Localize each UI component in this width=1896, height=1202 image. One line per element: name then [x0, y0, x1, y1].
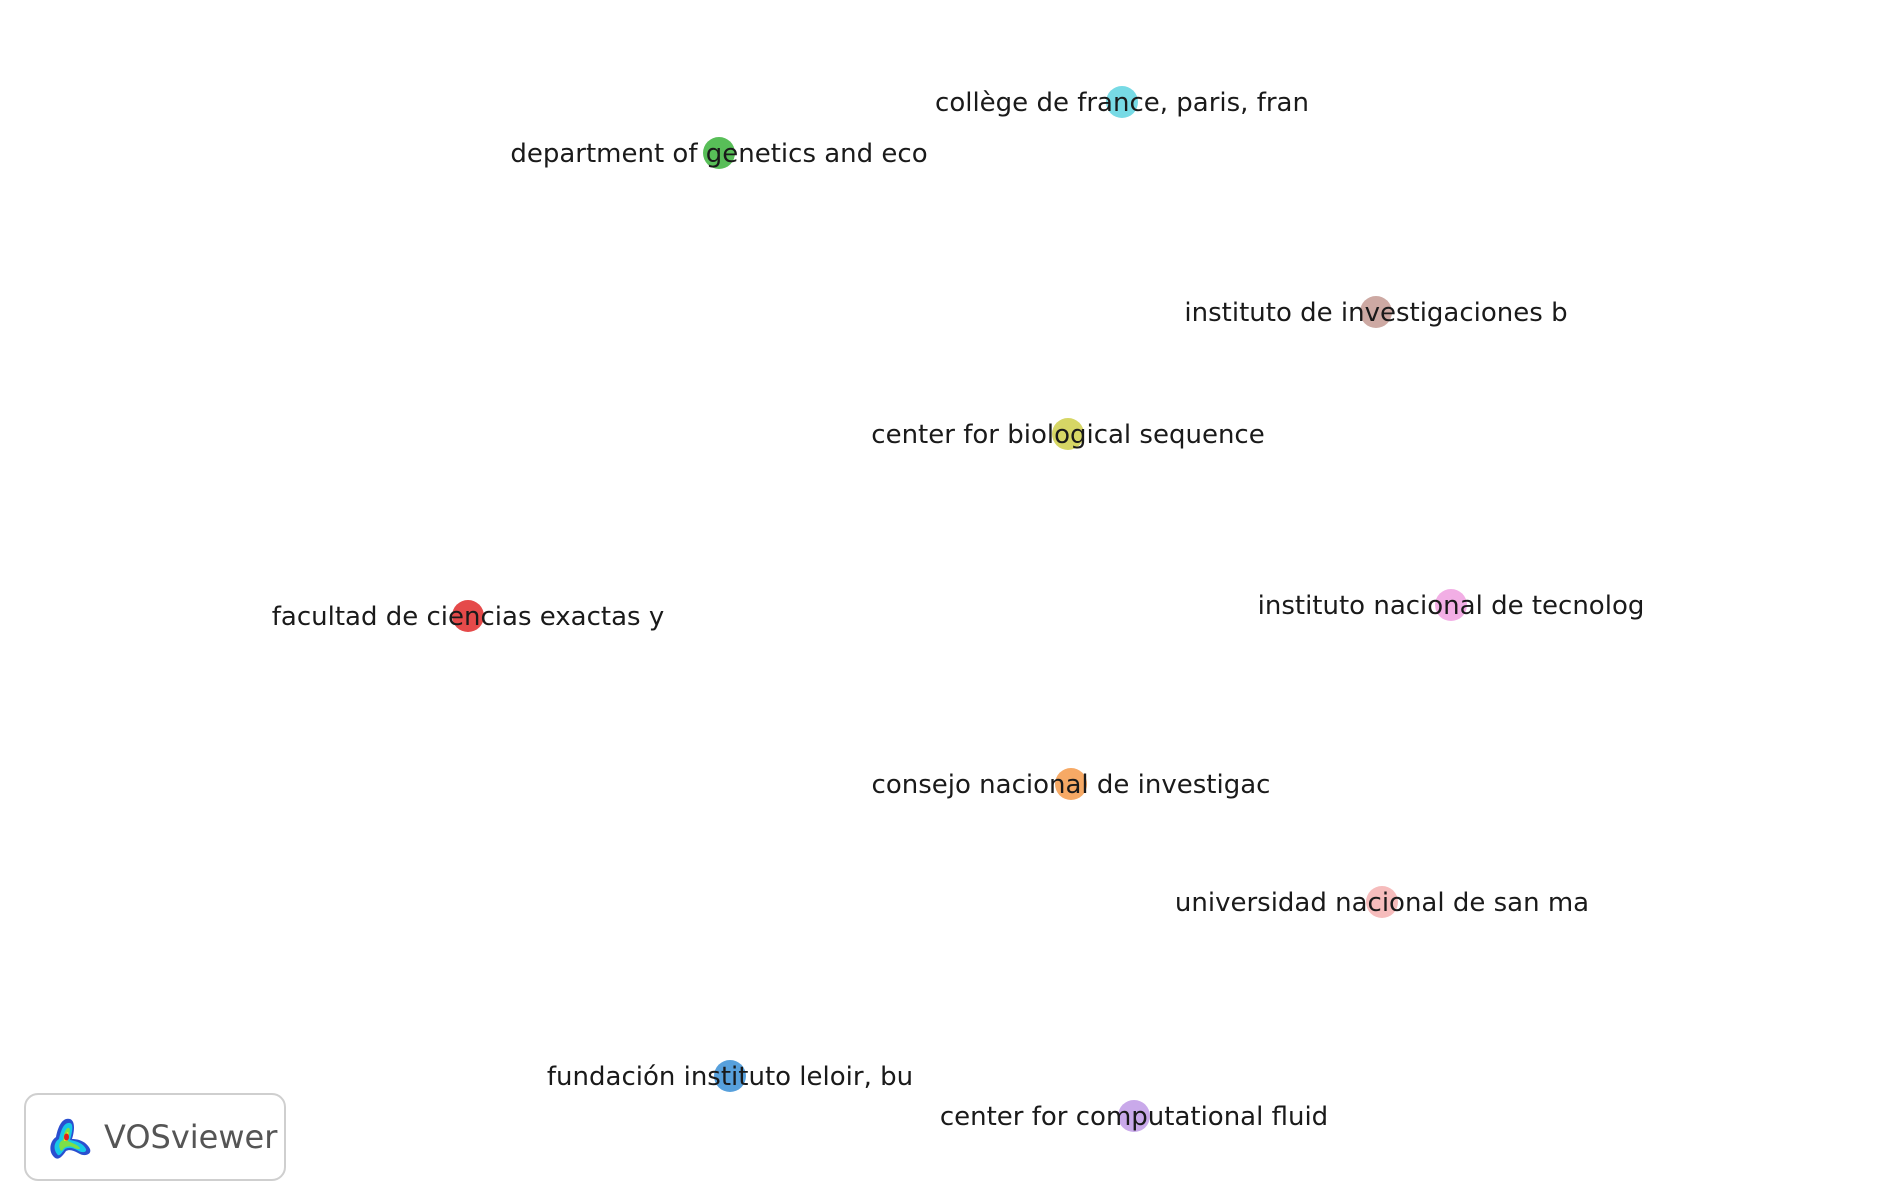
network-node[interactable]: instituto de investigaciones b [1184, 296, 1568, 328]
node-circle[interactable] [452, 600, 484, 632]
network-node[interactable]: collège de france, paris, fran [935, 86, 1309, 118]
node-circle[interactable] [1435, 589, 1467, 621]
node-circle[interactable] [1106, 86, 1138, 118]
node-circle[interactable] [1055, 768, 1087, 800]
vosviewer-logo-icon [50, 1118, 91, 1159]
network-node[interactable]: fundación instituto leloir, bu [547, 1060, 913, 1092]
node-label: center for biological sequence [871, 420, 1264, 450]
node-label: department of genetics and eco [510, 139, 927, 169]
network-node[interactable]: center for computational fluid [940, 1100, 1328, 1132]
node-circle[interactable] [703, 137, 735, 169]
node-label: center for computational fluid [940, 1102, 1328, 1132]
vosviewer-logo-text: VOSviewer [104, 1118, 278, 1156]
node-circle[interactable] [1366, 886, 1398, 918]
network-node[interactable]: department of genetics and eco [510, 137, 928, 169]
node-label: instituto de investigaciones b [1184, 298, 1567, 328]
network-node[interactable]: instituto nacional de tecnolog [1258, 589, 1645, 621]
network-node[interactable]: center for biological sequence [871, 418, 1265, 450]
network-node[interactable]: facultad de ciencias exactas y [272, 600, 664, 632]
node-label: fundación instituto leloir, bu [547, 1062, 913, 1092]
node-circle[interactable] [1052, 418, 1084, 450]
vosviewer-logo: VOSviewer [24, 1093, 286, 1181]
node-label: universidad nacional de san ma [1175, 888, 1589, 918]
node-label: consejo nacional de investigac [872, 770, 1271, 800]
node-circle[interactable] [714, 1060, 746, 1092]
node-label: instituto nacional de tecnolog [1258, 591, 1645, 621]
node-label: collège de france, paris, fran [935, 88, 1309, 118]
node-circle[interactable] [1360, 296, 1392, 328]
network-node[interactable]: consejo nacional de investigac [872, 768, 1271, 800]
network-node[interactable]: universidad nacional de san ma [1175, 886, 1589, 918]
node-circle[interactable] [1118, 1100, 1150, 1132]
node-label: facultad de ciencias exactas y [272, 602, 664, 632]
